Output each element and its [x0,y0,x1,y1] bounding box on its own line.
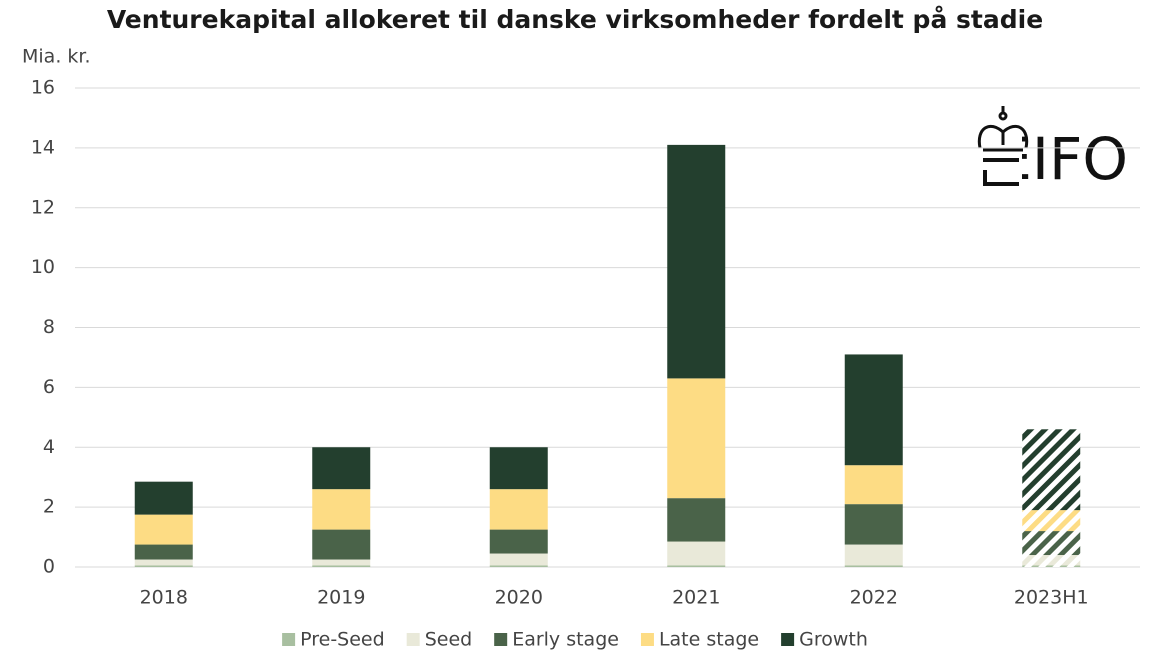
legend-swatch [406,633,420,646]
bar-segment [312,489,371,530]
bar-segment [312,565,371,567]
legend-label: Pre-Seed [300,629,385,651]
x-tick-label: 2021 [672,587,720,609]
legend-item: Early stage [494,629,619,651]
logo: EIFO [977,106,1128,193]
x-tick-label: 2020 [495,587,543,609]
bar-segment [489,447,548,490]
legend-label: Seed [425,629,473,651]
bar-segment [667,144,726,379]
y-tick-label: 4 [43,436,55,458]
y-axis-label: Mia. kr. [22,46,91,68]
bar-segment [312,447,371,490]
chart-title: Venturekapital allokeret til danske virk… [107,5,1043,34]
legend-item: Growth [781,629,868,651]
bar-segment [844,354,903,466]
legend-item: Pre-Seed [282,629,385,651]
bar-segment [844,465,903,505]
bar-segment [667,378,726,499]
bar-segment [844,544,903,566]
y-tick-label: 10 [31,256,55,278]
bar-segment [1022,565,1081,567]
legend-label: Late stage [659,629,759,651]
legend-label: Early stage [512,629,619,651]
legend-item: Seed [406,629,473,651]
x-tick-label: 2018 [140,587,188,609]
legend-label: Growth [799,629,868,651]
bar-segment [134,559,193,566]
y-tick-label: 0 [43,556,55,578]
logo-e-bars [983,158,1019,186]
legend-swatch [781,633,795,646]
y-tick-label: 12 [31,196,55,218]
bar-segment [489,565,548,567]
bar-segment [489,489,548,530]
legend-swatch [494,633,508,646]
bar-segment [1022,510,1081,532]
bar-segment [1022,429,1081,511]
bar-segment [667,565,726,567]
bar-segment [844,565,903,567]
bar-segment [667,498,726,542]
y-tick-label: 2 [43,496,55,518]
bar-segment [134,544,193,560]
y-tick-label: 6 [43,376,55,398]
bar-segment [134,565,193,567]
x-tick-label: 2022 [850,587,898,609]
bar-segment [312,559,371,566]
bar-segment [1022,555,1081,566]
x-tick-label: 2019 [317,587,365,609]
bar-segment [134,514,193,545]
crown [977,106,1029,152]
legend-swatch [640,633,654,646]
y-tick-label: 16 [31,77,55,99]
bar-segment [134,481,193,515]
bar-segment [667,541,726,566]
legend-swatch [282,633,296,646]
legend-item: Late stage [640,629,759,651]
y-tick-label: 8 [43,316,55,338]
y-tick-label: 14 [31,136,55,158]
logo-text: EIFO [995,125,1128,193]
bar-segment [489,529,548,554]
bar-segment [1022,531,1081,556]
bar-segment [489,553,548,566]
x-tick-label: 2023H1 [1014,587,1089,609]
bar-segment [312,529,371,560]
bar-segment [844,504,903,545]
